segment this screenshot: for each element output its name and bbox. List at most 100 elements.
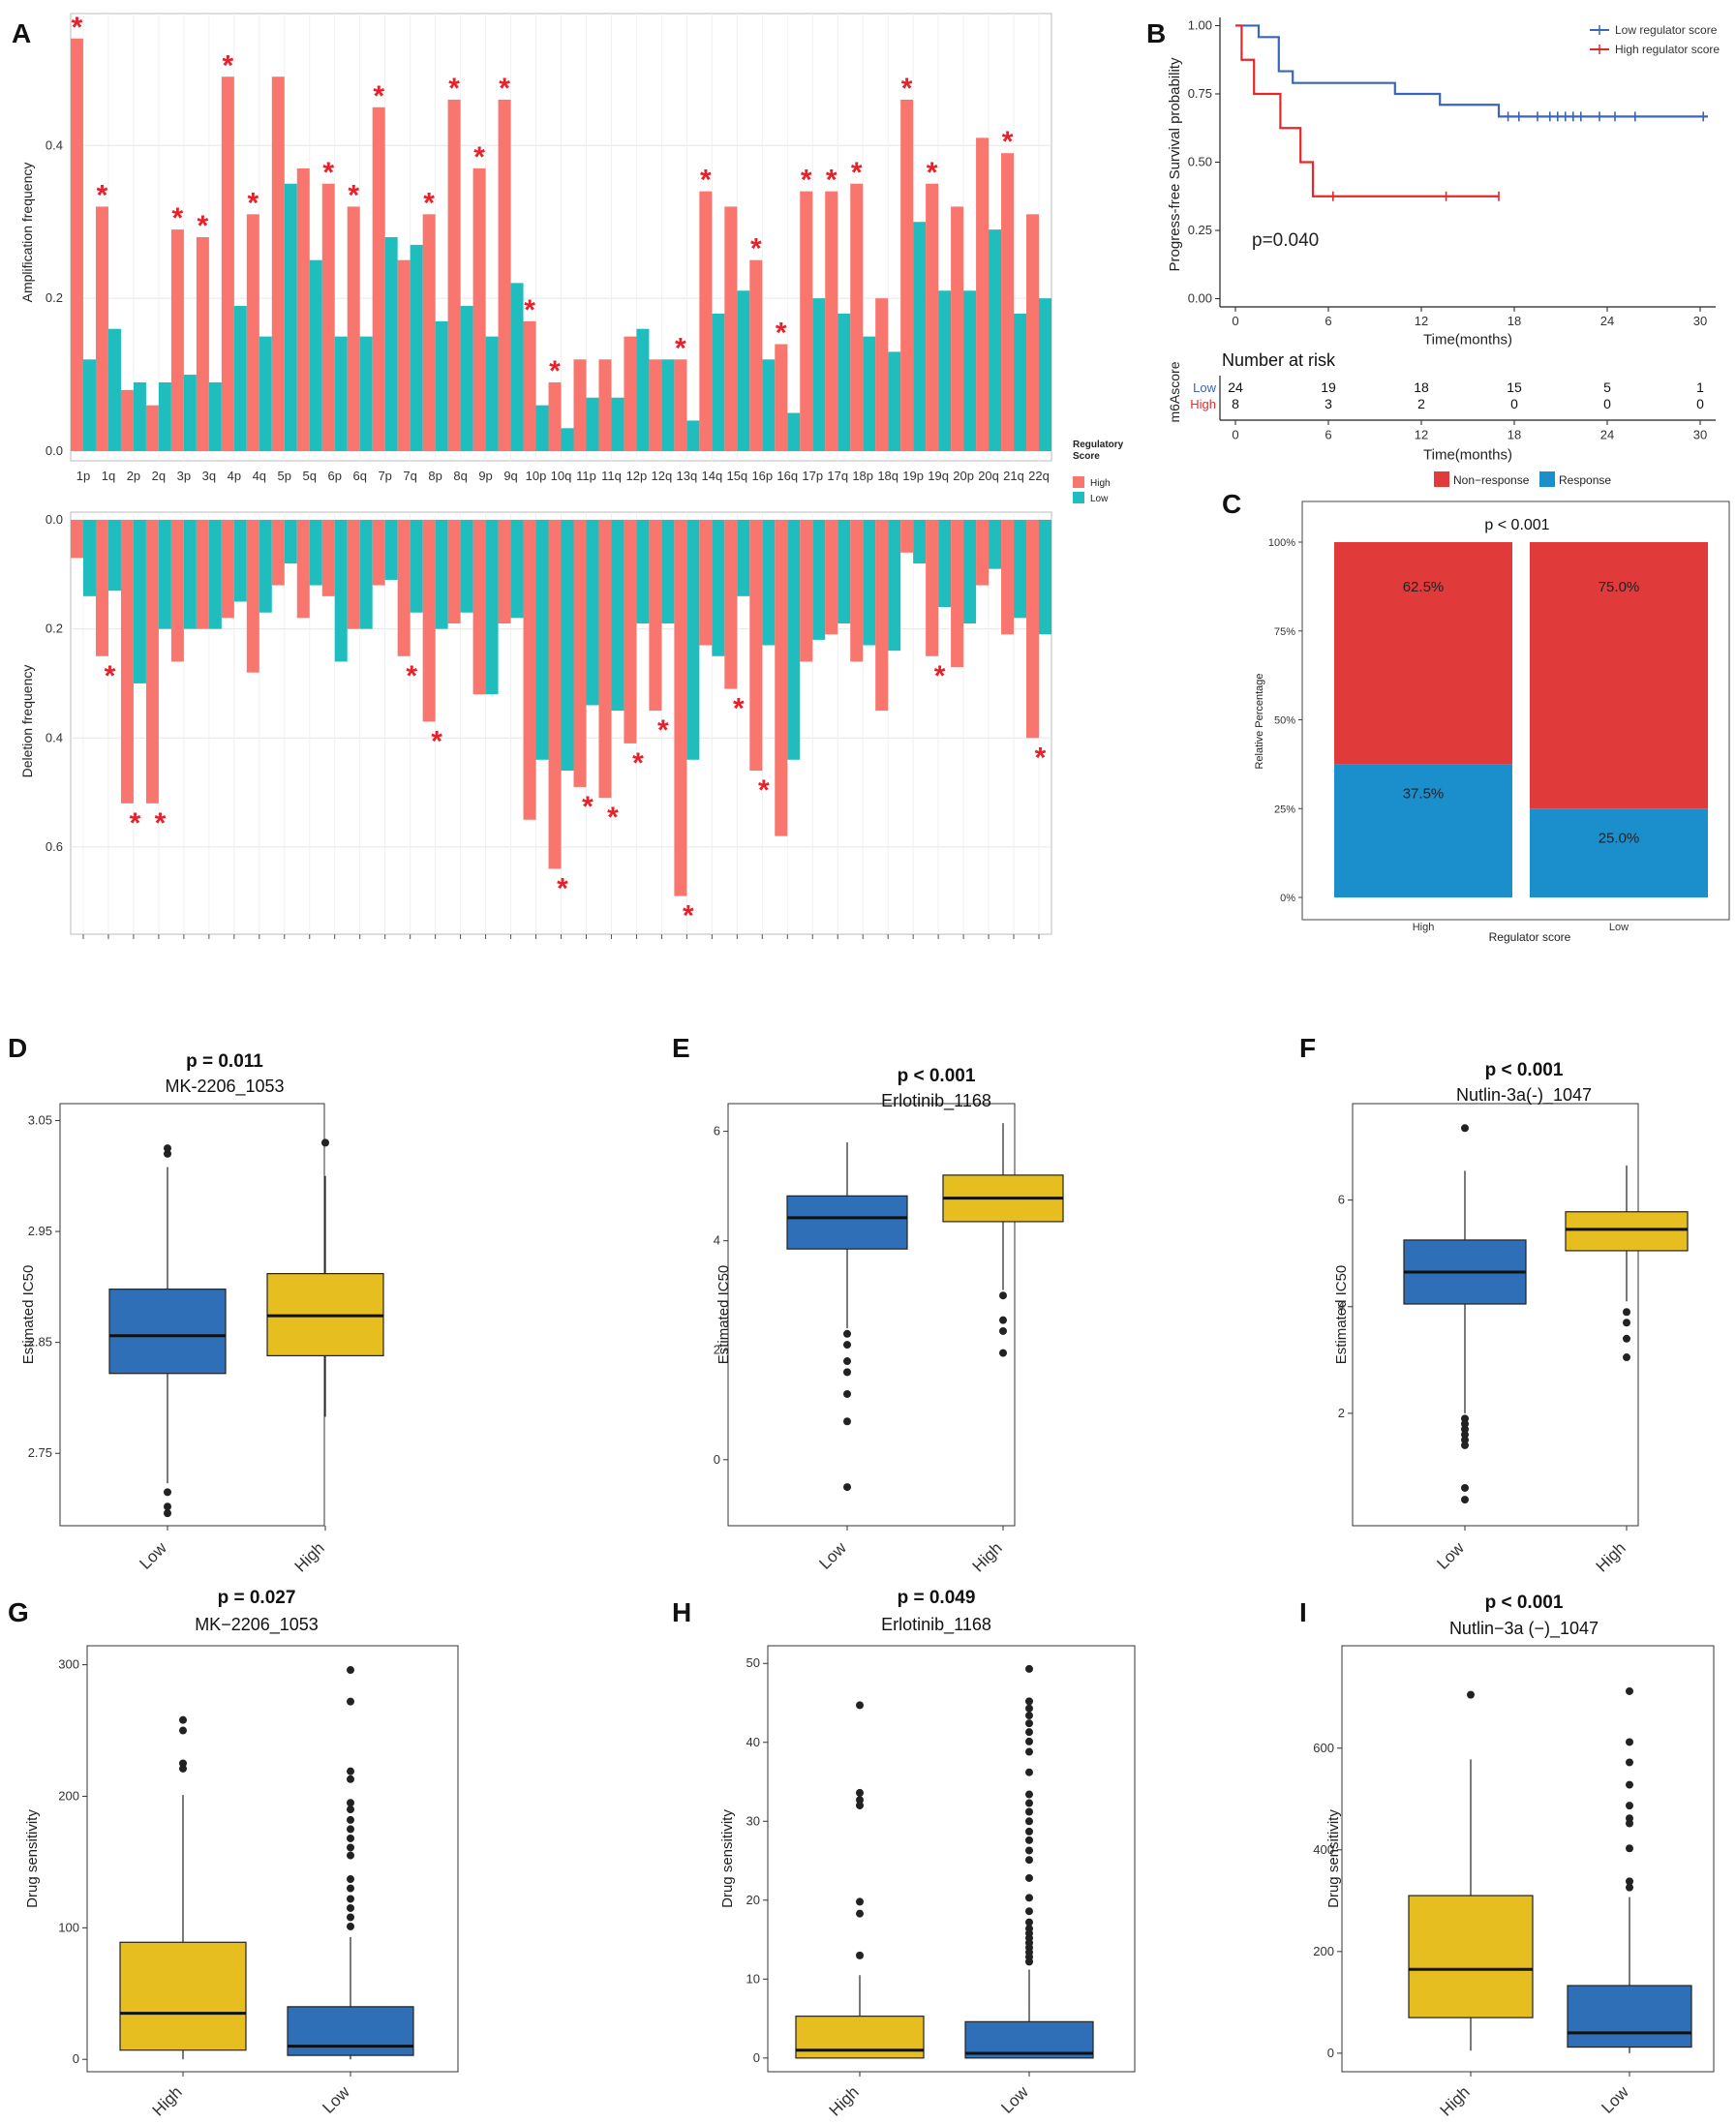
bar-low-9q [510,283,524,451]
bar-low-6q [359,520,373,629]
x-tick-label: 4p [228,469,241,483]
outlier-point [347,1834,354,1842]
outlier-point [179,1715,187,1724]
risk-row-label: High [1190,397,1216,411]
significance-star: * [657,714,669,746]
bar-high-4q [246,214,259,451]
y-tick-label: 0 [1327,2046,1334,2060]
x-tick-label: 18 [1508,428,1521,442]
x-tick-label: High [826,2082,863,2119]
y-tick-label: 0.00 [1188,291,1212,306]
panel-a-deletion: 0.0 0.2 0.4 0.6 * * * * * * * * * * * * * * * Deletion freq… [19,511,1052,939]
drug-title: Erlotinib_1168 [881,1615,991,1635]
data-label: 37.5% [1403,785,1445,802]
outlier-point [999,1291,1007,1300]
bar-low-13q [686,420,700,451]
outlier-point [1626,1758,1633,1767]
significance-star: * [473,141,485,173]
x-tick-label: Low [1609,922,1629,933]
box-low [287,2006,414,2056]
bar-high-6p [321,520,335,596]
bar-high-11p [573,520,587,787]
risk-count: 24 [1228,379,1243,395]
bar-high-3p [170,229,184,451]
x-tick-label: 4q [253,469,266,483]
bar-high-19q [926,183,939,451]
significance-star: * [448,73,460,105]
x-tick-label: 17q [827,469,848,483]
risk-count: 8 [1232,396,1239,411]
bar-low-16p [762,359,776,451]
bar-low-5q [309,259,322,451]
bar-low-10p [535,405,549,451]
significance-star: * [322,157,334,189]
bar-low-18q [888,351,901,451]
bar-high-19p [900,99,914,451]
bar-low-13q [686,520,700,760]
x-tick-label: 19q [928,469,949,483]
plot-frame [727,1103,1016,1527]
x-tick-label: 3p [177,469,191,483]
p-value-title: p = 0.049 [898,1588,976,1608]
outlier-point [1461,1430,1469,1439]
bar-low-12q [661,520,675,623]
bar-low-8p [435,320,448,451]
outlier-point [843,1357,851,1366]
x-tick-label: High [149,2082,186,2119]
significance-star: * [607,802,619,834]
bar-low-3q [208,381,222,451]
significance-star: * [776,318,787,349]
bar-nonresponse-High [1334,542,1512,765]
x-tick-label: Low [1598,2082,1632,2117]
outlier-point [1025,1790,1033,1799]
data-label: 25.0% [1599,830,1640,846]
x-tick-label: 18p [852,469,873,483]
panel-label-C: C [1222,489,1241,519]
significance-star: * [373,80,384,112]
y-tick-label: 50 [746,1655,760,1670]
significance-star: * [582,791,594,823]
significance-star: * [172,202,184,234]
bar-high-6q [347,520,360,629]
bar-high-4p [221,76,234,451]
outlier-point [843,1329,851,1338]
y-tick-label: 50% [1274,715,1295,727]
y-tick-label: 40 [746,1735,760,1749]
bar-high-5p [271,76,285,451]
bar-low-20p [963,520,977,623]
significance-star: * [1035,742,1047,774]
legend-key-low [1073,492,1084,503]
outlier-point [856,1788,864,1797]
x-tick-label: 15q [726,469,747,483]
y-tick-label: 0.0 [46,512,63,527]
bar-low-21q [1014,313,1027,451]
outlier-point [347,1666,354,1675]
bar-high-12q [649,520,662,712]
risk-count: 5 [1603,379,1611,395]
bar-high-17q [825,520,838,635]
bar-low-19p [913,520,927,564]
outlier-point [179,1726,187,1735]
bar-high-8p [422,520,436,722]
x-tick-label: 12p [626,469,648,483]
y-tick-label: 400 [1313,1842,1334,1857]
box-low [1567,1985,1692,2048]
bar-response-Low [1530,808,1708,897]
risk-row-label: Low [1193,380,1216,395]
significance-star: * [348,179,359,211]
y-axis-title: Estimated IC50 [716,1265,732,1365]
bar-high-4p [221,520,234,619]
outlier-point [347,1815,354,1824]
bar-low-11q [611,397,624,451]
y-tick-label: 0 [753,2050,760,2065]
x-tick-label: Low [997,2082,1032,2117]
bar-low-10q [561,428,574,451]
bar-low-8q [460,306,473,451]
outlier-point [164,1509,171,1518]
bar-low-6q [359,336,373,451]
x-tick-label: Low [815,1538,850,1573]
significance-star: * [423,187,435,219]
y-tick-label: 4 [714,1233,720,1248]
x-tick-label: 1q [102,469,115,483]
outlier-point [856,1909,864,1918]
